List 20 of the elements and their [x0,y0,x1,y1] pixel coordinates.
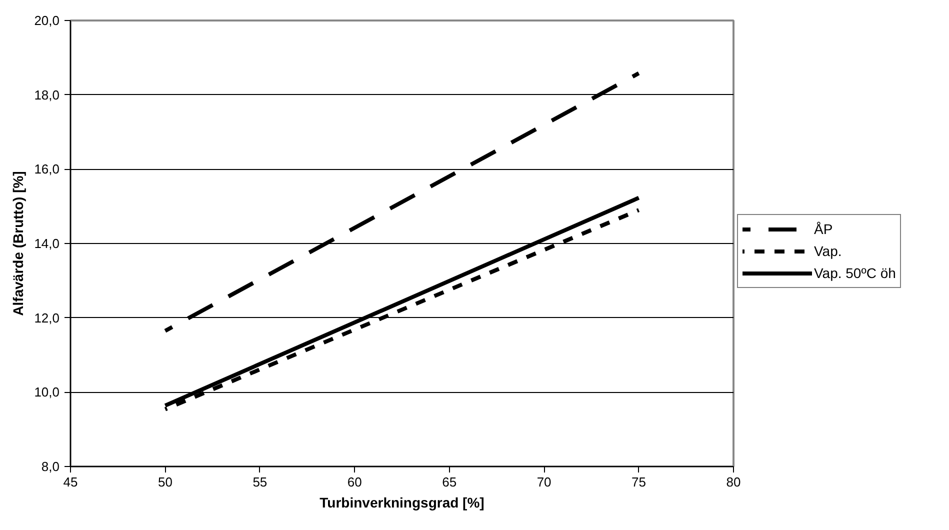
y-tick-label: 20,0 [34,13,60,28]
y-axis-title: Alfavärde (Brutto) [%] [10,171,26,316]
x-tick-label: 65 [442,474,457,490]
y-tick-label: 18,0 [34,87,60,102]
x-tick-label: 75 [632,474,646,490]
legend-label: ÅP [814,221,834,237]
x-tick-label: 55 [252,474,268,490]
y-tick-label: 10,0 [34,384,60,400]
y-tick-label: 8,0 [41,459,60,474]
x-tick-label: 80 [726,474,741,490]
y-tick-label: 14,0 [34,236,60,251]
x-tick-label: 45 [63,474,78,490]
x-tick-label: 50 [158,474,172,490]
legend-label: Vap. [814,243,842,259]
x-tick-label: 70 [536,474,552,490]
x-axis-title: Turbinverkningsgrad [%] [320,494,484,510]
y-tick-label: 16,0 [34,162,60,177]
x-tick-label: 60 [347,474,362,490]
y-tick-label: 12,0 [34,310,60,326]
legend-label: Vap. 50ºC öh [814,265,896,281]
